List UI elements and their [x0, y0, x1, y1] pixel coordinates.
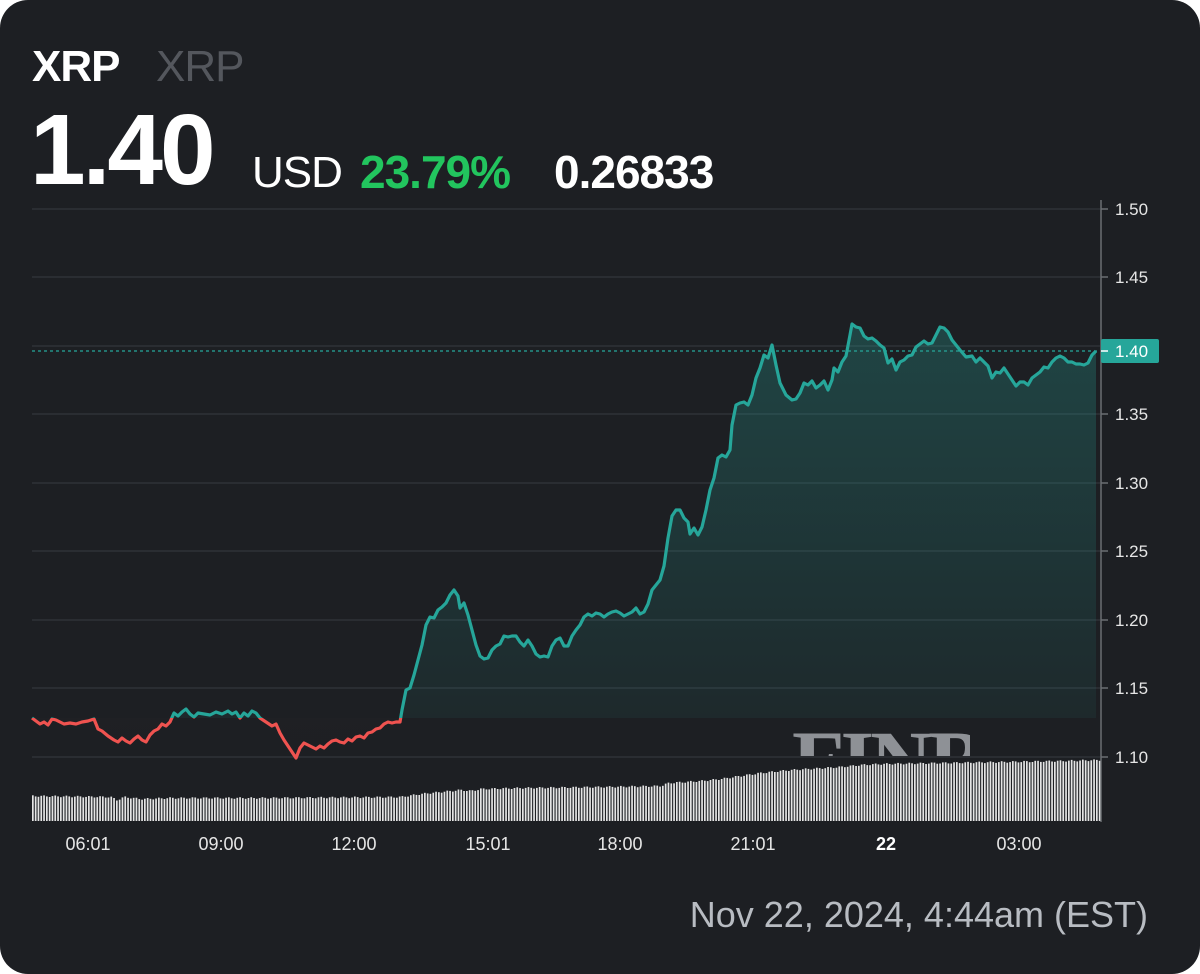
change-percent: 23.79% — [360, 146, 511, 198]
watermark-logo: FINB — [792, 713, 983, 809]
volume-bars — [32, 759, 1101, 821]
symbol-ticker: XRP — [32, 42, 120, 91]
svg-text:1.40: 1.40 — [1115, 342, 1148, 361]
svg-text:1.15: 1.15 — [1115, 679, 1148, 698]
svg-text:03:00: 03:00 — [996, 834, 1041, 854]
x-axis-labels: 06:01 09:00 12:00 15:01 18:00 21:01 22 0… — [65, 834, 1041, 854]
svg-text:09:00: 09:00 — [198, 834, 243, 854]
y-axis-ticks — [1101, 208, 1108, 758]
price-area-fill — [32, 324, 1096, 718]
current-price: 1.40 — [30, 94, 216, 206]
svg-text:1.30: 1.30 — [1115, 474, 1148, 493]
y-axis-labels: 1.50 1.45 1.35 1.30 1.25 1.20 1.15 1.10 — [1115, 200, 1148, 767]
svg-text:18:00: 18:00 — [597, 834, 642, 854]
current-price-badge: 1.40 — [1101, 339, 1159, 363]
svg-text:1.45: 1.45 — [1115, 268, 1148, 287]
svg-text:06:01: 06:01 — [65, 834, 110, 854]
svg-text:1.50: 1.50 — [1115, 200, 1148, 219]
svg-text:1.10: 1.10 — [1115, 748, 1148, 767]
svg-text:1.35: 1.35 — [1115, 405, 1148, 424]
svg-text:12:00: 12:00 — [331, 834, 376, 854]
svg-text:1.20: 1.20 — [1115, 611, 1148, 630]
change-value: 0.26833 — [554, 146, 714, 198]
svg-text:22: 22 — [876, 834, 896, 854]
symbol-name: XRP — [156, 42, 244, 91]
svg-text:21:01: 21:01 — [730, 834, 775, 854]
svg-text:15:01: 15:01 — [465, 834, 510, 854]
last-updated-timestamp: Nov 22, 2024, 4:44am (EST) — [689, 894, 1148, 935]
currency-label: USD — [252, 148, 343, 197]
svg-text:FINB: FINB — [792, 713, 983, 809]
price-line-up — [32, 322, 1098, 718]
svg-text:1.25: 1.25 — [1115, 542, 1148, 561]
